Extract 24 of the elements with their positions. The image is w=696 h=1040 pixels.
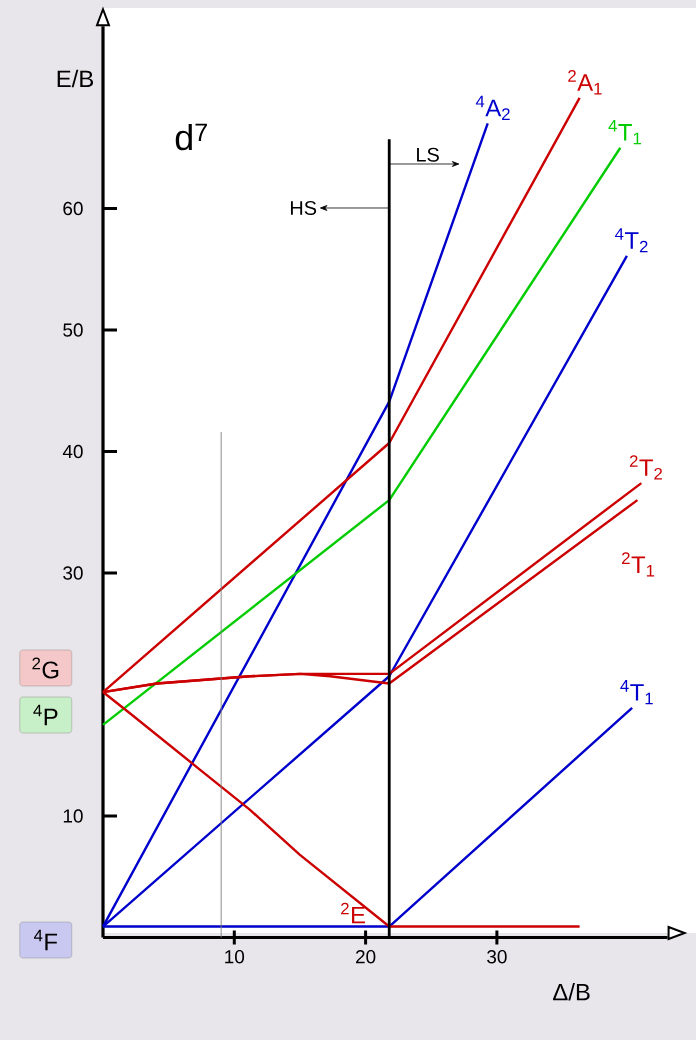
annotation: LS (417, 147, 439, 162)
series-label: $^{4}$T$_{1}$ (620, 680, 653, 705)
series-label: $^{2}$E (341, 902, 365, 924)
annotation: HS (290, 200, 317, 216)
y-tick-label: 40 (62, 444, 83, 459)
y-axis-title: E/B (57, 69, 94, 88)
text: $^{2}$G (32, 657, 59, 679)
text: d$^{7}$ (175, 123, 207, 151)
series-label: $^{4}$T$_{2}$ (615, 228, 648, 253)
y-tick-label: 60 (63, 201, 83, 216)
text: $^{4}$F (33, 929, 58, 951)
series-label: $^{2}$A$_{1}$ (568, 70, 602, 95)
series-label: $^{4}$A$_{2}$ (475, 95, 510, 120)
y-tick-label: 50 (63, 323, 83, 337)
x-tick-label: 10 (225, 950, 245, 964)
series-label: $^{4}$T$_{1}$ (608, 120, 641, 145)
x-tick-label: 20 (356, 950, 376, 964)
y-tick-label: 30 (63, 566, 83, 580)
series-label: $^{2}$T$_{2}$ (629, 455, 662, 480)
text: $^{4}$P (33, 704, 58, 726)
series-label: $^{2}$T$_{1}$ (622, 552, 655, 577)
x-tick-label: 30 (487, 950, 507, 964)
y-tick-label: 10 (63, 809, 83, 823)
x-axis-title: Δ/B (553, 983, 590, 1001)
